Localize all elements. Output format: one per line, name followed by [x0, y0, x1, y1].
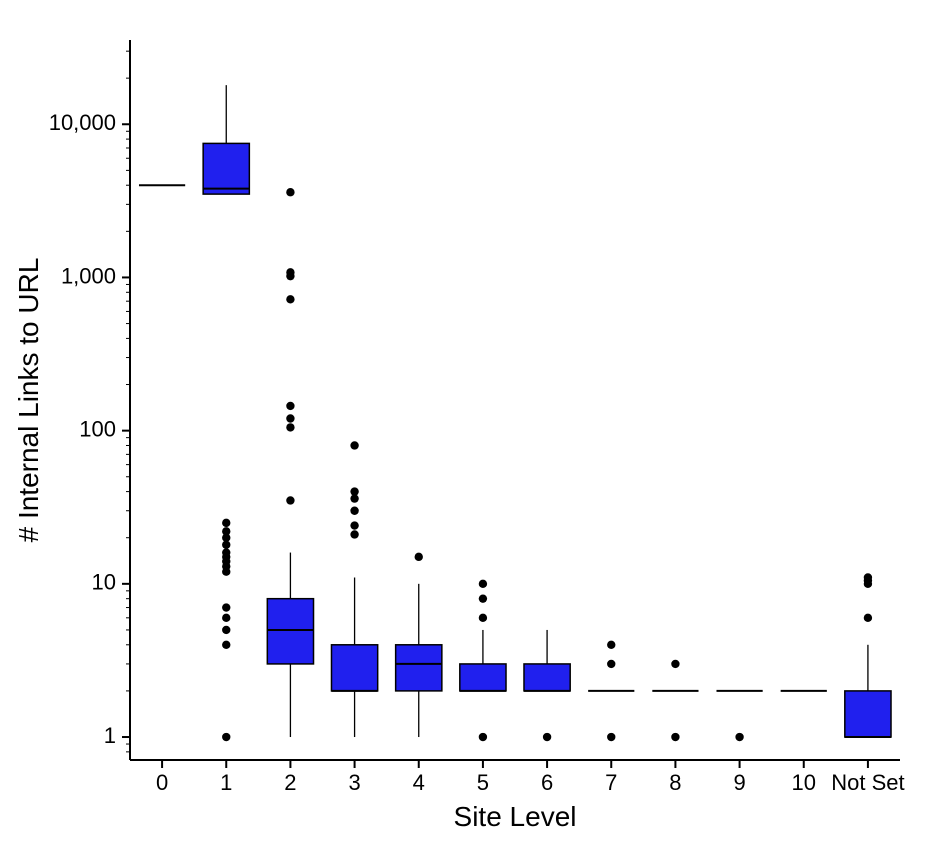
outlier-point — [286, 423, 294, 431]
x-tick-label: 5 — [477, 770, 489, 795]
outlier-point — [607, 641, 615, 649]
x-tick-label: 9 — [733, 770, 745, 795]
outlier-point — [286, 402, 294, 410]
box-rect — [203, 143, 249, 194]
outlier-point — [222, 733, 230, 741]
x-tick-label: 4 — [413, 770, 425, 795]
outlier-point — [671, 733, 679, 741]
outlier-point — [350, 441, 358, 449]
outlier-point — [222, 626, 230, 634]
outlier-point — [350, 494, 358, 502]
outlier-point — [350, 521, 358, 529]
x-tick-label: 1 — [220, 770, 232, 795]
box-rect — [267, 599, 313, 664]
x-tick-label: 0 — [156, 770, 168, 795]
x-tick-label: 10 — [792, 770, 816, 795]
boxplot-chart: 1 10 100 1,000 10,000 0 1 2 3 4 5 6 7 8 9 10 Not Set Site… — [0, 0, 936, 864]
outlier-point — [350, 530, 358, 538]
x-tick-label: 6 — [541, 770, 553, 795]
outlier-point — [222, 603, 230, 611]
outlier-point — [415, 553, 423, 561]
chart-svg: 1 10 100 1,000 10,000 0 1 2 3 4 5 6 7 8 9 10 Not Set Site… — [0, 0, 936, 864]
box-rect — [524, 664, 570, 691]
outlier-point — [607, 660, 615, 668]
outlier-point — [222, 541, 230, 549]
outlier-point — [222, 614, 230, 622]
y-tick-label: 10,000 — [49, 110, 116, 135]
outlier-point — [479, 594, 487, 602]
outlier-point — [286, 496, 294, 504]
outlier-point — [286, 188, 294, 196]
outlier-point — [286, 414, 294, 422]
outlier-point — [350, 507, 358, 515]
y-tick-label: 1 — [104, 723, 116, 748]
x-tick-label: 2 — [284, 770, 296, 795]
box-rect — [460, 664, 506, 691]
y-tick-label: 1,000 — [61, 263, 116, 288]
x-tick-label: 8 — [669, 770, 681, 795]
y-tick-label: 100 — [79, 416, 116, 441]
x-tick-label: 3 — [348, 770, 360, 795]
x-tick-label: 7 — [605, 770, 617, 795]
outlier-point — [607, 733, 615, 741]
box-rect — [845, 691, 891, 737]
outlier-point — [222, 567, 230, 575]
x-tick-label: Not Set — [831, 770, 904, 795]
outlier-point — [479, 580, 487, 588]
outlier-point — [222, 641, 230, 649]
y-tick-label: 10 — [92, 570, 116, 595]
outlier-point — [286, 295, 294, 303]
outlier-point — [479, 733, 487, 741]
outlier-point — [735, 733, 743, 741]
y-axis-title: # Internal Links to URL — [13, 258, 44, 543]
outlier-point — [671, 660, 679, 668]
outlier-point — [222, 519, 230, 527]
outlier-point — [286, 272, 294, 280]
outlier-point — [543, 733, 551, 741]
outlier-point — [864, 580, 872, 588]
x-axis-title: Site Level — [454, 801, 577, 832]
outlier-point — [864, 614, 872, 622]
outlier-point — [479, 614, 487, 622]
box-rect — [331, 645, 377, 691]
box-rect — [396, 645, 442, 691]
